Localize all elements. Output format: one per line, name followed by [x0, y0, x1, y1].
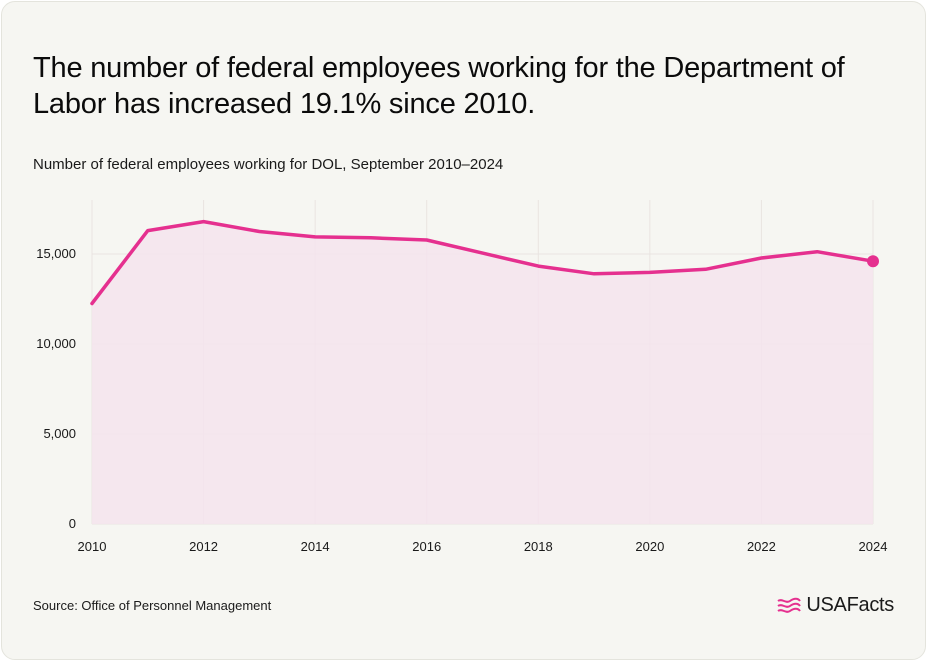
chart-subtitle: Number of federal employees working for …: [33, 156, 504, 173]
usa-flag-icon: [777, 597, 802, 613]
x-tick-label: 2014: [301, 539, 330, 554]
x-tick-label: 2022: [747, 539, 776, 554]
y-axis: 0 5,000 10,000 15,000: [36, 246, 76, 531]
area-fill: [92, 221, 873, 524]
brand-name: USAFacts: [806, 594, 894, 616]
chart-title: The number of federal employees working …: [33, 52, 845, 120]
x-tick-label: 2016: [412, 539, 441, 554]
source-note: Source: Office of Personnel Management: [33, 598, 272, 613]
series-line: [90, 219, 875, 306]
x-tick-label: 2010: [78, 539, 107, 554]
x-tick-label: 2020: [635, 539, 664, 554]
brand-logo[interactable]: USAFacts: [776, 594, 894, 617]
x-tick-label: 2012: [189, 539, 218, 554]
y-tick-label: 0: [69, 516, 76, 531]
y-tick-label: 10,000: [36, 336, 76, 351]
y-tick-label: 5,000: [43, 426, 76, 441]
x-tick-label: 2018: [524, 539, 553, 554]
x-tick-label: 2024: [859, 539, 888, 554]
last-point-marker: [867, 255, 879, 268]
y-tick-label: 15,000: [36, 246, 76, 261]
x-axis: 2010 2012 2014 2016 2018 2020 2022 2024: [78, 539, 888, 554]
